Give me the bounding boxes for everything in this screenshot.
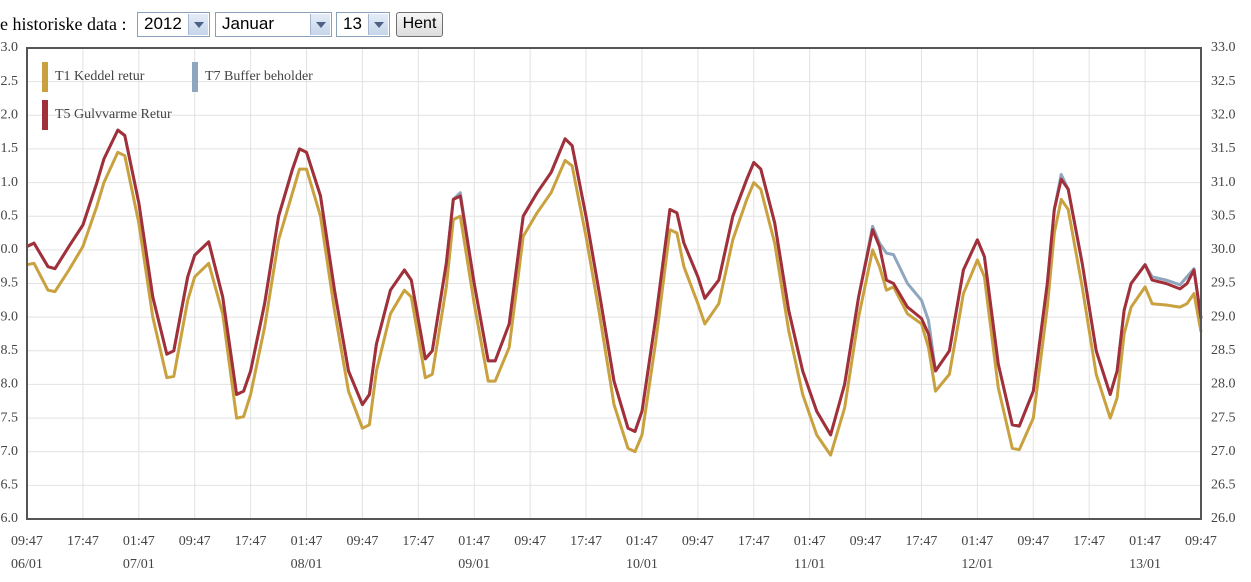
x-tick-label: 09:47 — [1185, 534, 1217, 549]
legend-label: T1 Keddel retur — [55, 69, 145, 84]
x-tick-label: 01:47 — [123, 534, 155, 549]
x-tick-label: 17:47 — [1073, 534, 1105, 549]
y2-tick-label: 31.5 — [1211, 141, 1236, 156]
x-tick-label: 01:47 — [458, 534, 490, 549]
y-tick-label: 26.0 — [0, 511, 18, 526]
x-date-label: 08/01 — [291, 557, 323, 572]
x-date-label: 06/01 — [11, 557, 43, 572]
x-tick-label: 17:47 — [402, 534, 434, 549]
y-tick-label: 30.0 — [0, 242, 18, 257]
y2-tick-label: 29.5 — [1211, 276, 1236, 291]
y-tick-label: 26.5 — [0, 478, 18, 493]
legend-label: T5 Gulvvarme Retur — [55, 107, 172, 122]
y-tick-label: 32.5 — [0, 74, 18, 89]
x-date-label: 07/01 — [123, 557, 155, 572]
day-select[interactable]: 13 — [336, 12, 390, 37]
y-tick-label: 33.0 — [0, 40, 18, 55]
x-date-label: 10/01 — [626, 557, 658, 572]
y-tick-label: 30.5 — [0, 208, 18, 223]
y-tick-label: 28.0 — [0, 377, 18, 392]
x-tick-label: 17:47 — [235, 534, 267, 549]
x-tick-label: 09:47 — [514, 534, 546, 549]
y2-tick-label: 27.5 — [1211, 410, 1236, 425]
legend-swatch — [192, 62, 198, 92]
y2-tick-label: 28.5 — [1211, 343, 1236, 358]
dropdown-arrow — [368, 14, 388, 35]
x-tick-label: 17:47 — [738, 534, 770, 549]
legend-swatch — [42, 62, 48, 92]
series-line — [26, 150, 1203, 457]
y-tick-label: 32.0 — [0, 108, 18, 123]
y-tick-label: 31.5 — [0, 141, 18, 156]
month-select[interactable]: Januar — [215, 12, 332, 37]
y2-tick-label: 27.0 — [1211, 444, 1236, 459]
x-tick-label: 09:47 — [682, 534, 714, 549]
x-tick-label: 01:47 — [961, 534, 993, 549]
y2-tick-label: 28.0 — [1211, 377, 1236, 392]
y2-tick-label: 31.0 — [1211, 175, 1236, 190]
x-tick-label: 09:47 — [346, 534, 378, 549]
y2-tick-label: 30.0 — [1211, 242, 1236, 257]
year-value: 2012 — [144, 14, 182, 33]
y-tick-label: 27.0 — [0, 444, 18, 459]
series-line — [26, 128, 1203, 437]
plot-frame — [26, 47, 1202, 520]
x-tick-label: 17:47 — [906, 534, 938, 549]
x-tick-label: 09:47 — [11, 534, 43, 549]
legend: T1 Keddel retur T7 Buffer beholder T5 Gulv… — [42, 62, 313, 130]
y-tick-label: 29.5 — [0, 276, 18, 291]
y2-tick-label: 26.5 — [1211, 478, 1236, 493]
x-tick-label: 09:47 — [179, 534, 211, 549]
y-tick-label: 29.0 — [0, 309, 18, 324]
day-value: 13 — [343, 14, 362, 33]
y-tick-label: 27.5 — [0, 410, 18, 425]
y2-tick-label: 33.0 — [1211, 40, 1236, 55]
x-tick-label: 01:47 — [794, 534, 826, 549]
dropdown-arrow — [310, 14, 330, 35]
x-tick-label: 09:47 — [1017, 534, 1049, 549]
x-date-label: 13/01 — [1129, 557, 1161, 572]
x-tick-label: 01:47 — [626, 534, 658, 549]
month-value: Januar — [222, 14, 274, 33]
x-tick-label: 09:47 — [850, 534, 882, 549]
y2-tick-label: 30.5 — [1211, 208, 1236, 223]
x-tick-label: 01:47 — [291, 534, 323, 549]
x-tick-label: 17:47 — [570, 534, 602, 549]
y2-tick-label: 26.0 — [1211, 511, 1236, 526]
legend-label: T7 Buffer beholder — [205, 69, 313, 84]
y2-tick-label: 32.0 — [1211, 108, 1236, 123]
x-date-label: 12/01 — [961, 557, 993, 572]
y2-tick-label: 32.5 — [1211, 74, 1236, 89]
y2-tick-label: 29.0 — [1211, 309, 1236, 324]
year-select[interactable]: 2012 — [137, 12, 210, 37]
fetch-button[interactable]: Hent — [396, 12, 443, 37]
x-tick-label: 01:47 — [1129, 534, 1161, 549]
x-date-label: 09/01 — [458, 557, 490, 572]
y-tick-label: 28.5 — [0, 343, 18, 358]
history-label: e historiske data : — [0, 14, 127, 34]
dropdown-arrow — [188, 14, 208, 35]
y-tick-label: 31.0 — [0, 175, 18, 190]
x-date-label: 11/01 — [794, 557, 825, 572]
legend-swatch — [42, 100, 48, 130]
x-tick-label: 17:47 — [67, 534, 99, 549]
